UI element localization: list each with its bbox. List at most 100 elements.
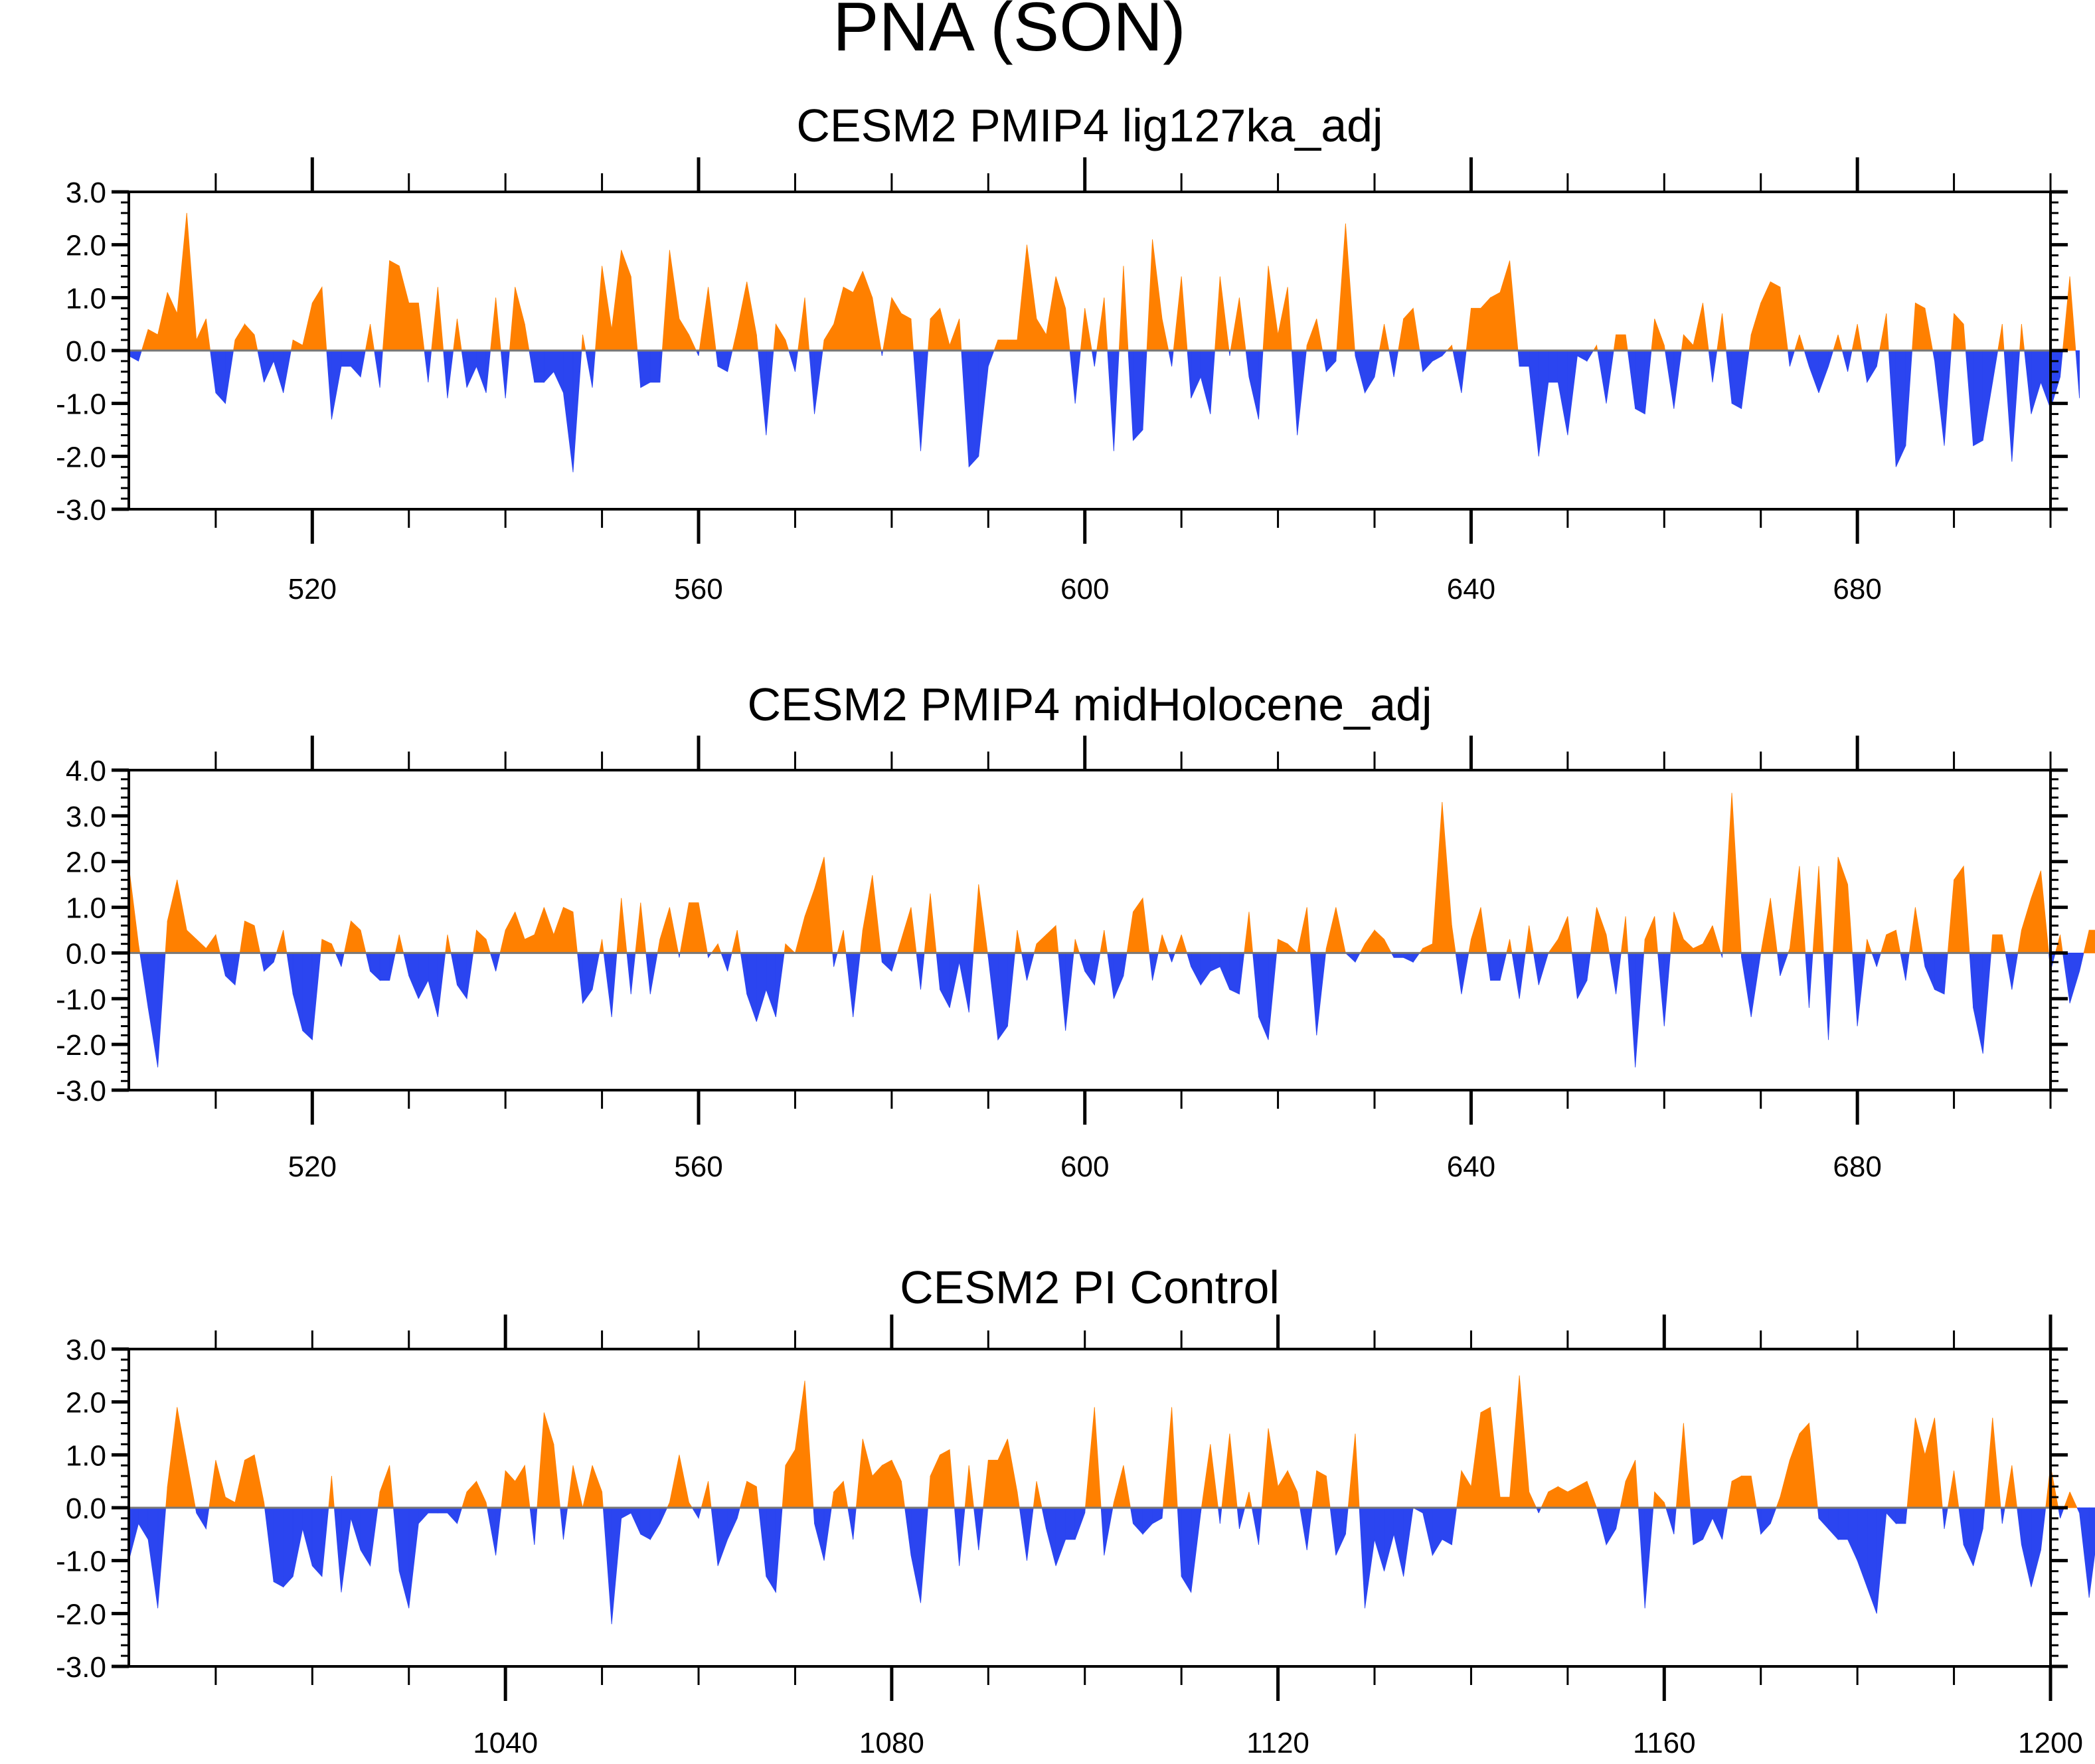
anomaly-segment <box>1703 925 1713 953</box>
anomaly-segment <box>1229 1433 1238 1508</box>
anomaly-segment <box>283 929 288 953</box>
anomaly-segment <box>1161 934 1169 953</box>
anomaly-segment <box>447 934 452 953</box>
anomaly-segment <box>746 953 757 1022</box>
x-tick-label: 680 <box>1833 1151 1881 1183</box>
series-fill <box>128 1375 2095 1625</box>
anomaly-segment <box>659 350 663 382</box>
anomaly-segment <box>746 281 757 351</box>
anomaly-segment <box>1934 350 1945 446</box>
anomaly-segment <box>797 297 805 351</box>
anomaly-segment <box>302 953 313 1041</box>
anomaly-segment <box>537 1412 545 1508</box>
anomaly-segment <box>2001 1507 2005 1524</box>
y-tick-label: 3.0 <box>66 1334 106 1366</box>
anomaly-segment <box>1731 793 1742 953</box>
anomaly-segment <box>1616 953 1622 995</box>
anomaly-segment <box>1683 334 1694 351</box>
y-tick-label: -1.0 <box>56 388 106 421</box>
anomaly-segment <box>1126 912 1133 953</box>
anomaly-segment <box>1805 953 1809 1008</box>
anomaly-segment <box>949 1449 955 1508</box>
anomaly-segment <box>891 296 902 351</box>
anomaly-segment <box>529 350 535 382</box>
anomaly-segment <box>621 898 628 953</box>
anomaly-segment <box>1412 953 1420 963</box>
anomaly-segment <box>283 350 292 393</box>
anomaly-segment <box>1133 897 1143 953</box>
anomaly-segment <box>1335 1507 1346 1556</box>
anomaly-segment <box>833 1481 844 1508</box>
anomaly-segment <box>669 907 679 953</box>
anomaly-segment <box>128 1507 139 1561</box>
anomaly-segment <box>321 287 327 351</box>
anomaly-segment <box>1262 266 1269 351</box>
anomaly-segment <box>1329 1507 1337 1556</box>
anomaly-segment <box>1625 335 1628 351</box>
anomaly-segment <box>1118 266 1124 351</box>
anomaly-segment <box>257 350 264 382</box>
anomaly-segment <box>1965 350 1974 446</box>
anomaly-segment <box>837 929 844 953</box>
anomaly-segment <box>983 1460 989 1508</box>
anomaly-segment <box>1799 334 1805 351</box>
anomaly-segment <box>1287 287 1292 351</box>
anomaly-segment <box>717 943 722 953</box>
anomaly-segment <box>1867 1507 1877 1614</box>
x-tick-label: 640 <box>1447 1151 1495 1183</box>
anomaly-segment <box>592 350 596 388</box>
anomaly-segment <box>1221 1433 1230 1508</box>
anomaly-segment <box>717 350 728 372</box>
anomaly-segment <box>611 1507 622 1625</box>
anomaly-segment <box>1876 953 1882 967</box>
anomaly-segment <box>1924 308 1934 351</box>
anomaly-segment <box>1703 303 1709 351</box>
anomaly-segment <box>1174 934 1182 953</box>
anomaly-segment <box>1809 953 1813 1008</box>
anomaly-segment <box>1452 350 1462 393</box>
anomaly-segment <box>515 912 525 953</box>
anomaly-segment <box>408 953 419 999</box>
anomaly-segment <box>1519 953 1526 999</box>
anomaly-segment <box>1186 953 1192 967</box>
anomaly-segment <box>260 953 264 972</box>
anomaly-segment <box>1355 953 1361 963</box>
anomaly-segment <box>2017 1507 2022 1545</box>
anomaly-segment <box>1113 350 1120 451</box>
anomaly-segment <box>1789 866 1800 953</box>
anomaly-segment <box>679 902 689 953</box>
anomaly-segment <box>1403 953 1414 963</box>
anomaly-segment <box>453 319 458 351</box>
anomaly-segment <box>1142 350 1147 430</box>
anomaly-segment <box>1708 350 1713 382</box>
anomaly-segment <box>333 1507 342 1593</box>
anomaly-segment <box>505 350 510 398</box>
anomaly-segment <box>1471 907 1481 953</box>
x-tick-label: 1080 <box>859 1727 924 1759</box>
anomaly-segment <box>1251 1507 1259 1545</box>
y-tick-label: -1.0 <box>56 983 106 1016</box>
anomaly-segment <box>927 1476 931 1508</box>
anomaly-segment <box>147 953 159 1068</box>
anomaly-segment <box>1818 866 1824 953</box>
anomaly-segment <box>736 1507 740 1519</box>
anomaly-segment <box>910 907 917 953</box>
anomaly-segment <box>1789 1433 1800 1508</box>
anomaly-segment <box>1374 929 1384 953</box>
anomaly-segment <box>177 880 187 953</box>
anomaly-segment <box>1654 1491 1665 1508</box>
anomaly-segment <box>872 297 882 351</box>
anomaly-segment <box>1365 350 1375 394</box>
anomaly-segment <box>365 953 371 972</box>
anomaly-segment <box>1291 350 1298 436</box>
anomaly-segment <box>1613 335 1616 351</box>
anomaly-segment <box>1760 898 1771 953</box>
anomaly-segment <box>1268 953 1278 1040</box>
anomaly-segment <box>196 1507 207 1530</box>
anomaly-segment <box>302 1507 313 1566</box>
y-tick-label: 0.0 <box>66 1492 106 1525</box>
anomaly-segment <box>177 212 187 351</box>
anomaly-segment <box>794 916 805 953</box>
anomaly-segment <box>1577 953 1588 999</box>
anomaly-segment <box>1654 319 1665 351</box>
